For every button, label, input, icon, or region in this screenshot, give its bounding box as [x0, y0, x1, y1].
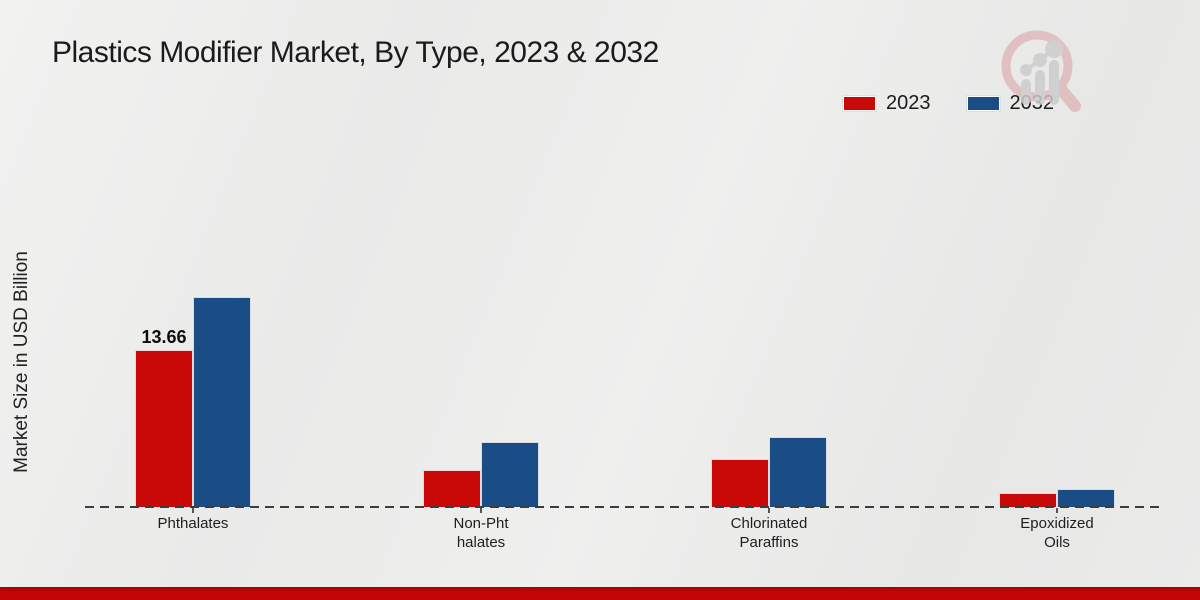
bar-2032-phthalates [193, 297, 251, 507]
legend-swatch-2023 [843, 96, 876, 111]
x-axis-baseline [85, 506, 1163, 508]
x-axis-tick [192, 508, 194, 513]
legend: 2023 2032 [843, 92, 1054, 115]
legend-label-2023: 2023 [886, 92, 931, 114]
category-label-phthalates: Phthalates [157, 515, 229, 532]
legend-swatch-2032 [966, 96, 1000, 111]
bar-value-label: 13.66 [141, 327, 187, 347]
bar-2023-epoxidized-oils [999, 493, 1057, 507]
bar-2023-non-phthalates [423, 470, 481, 507]
bar-2032-chlorinated-paraffins [769, 437, 827, 507]
x-axis-tick [768, 508, 770, 513]
category-label-non-phthalates: Non-Pht halates [453, 515, 509, 551]
x-axis-tick [1056, 508, 1058, 513]
legend-item-2023: 2023 [843, 92, 931, 115]
chart-title: Plastics Modifier Market, By Type, 2023 … [52, 36, 659, 69]
footer-accent-bar [0, 587, 1200, 600]
bar-2023-phthalates [135, 350, 193, 507]
bar-2032-non-phthalates [481, 442, 539, 507]
bar-2023-chlorinated-paraffins [711, 459, 769, 507]
category-label-chlorinated-paraffins: Chlorinated Paraffins [730, 515, 808, 551]
magnifier-bar-chart-logo-icon [1001, 30, 1081, 112]
bar-2032-epoxidized-oils [1057, 489, 1115, 507]
category-label-epoxidized-oils: Epoxidized Oils [1020, 515, 1094, 551]
x-axis-tick [480, 508, 482, 513]
